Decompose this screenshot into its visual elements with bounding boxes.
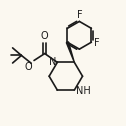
Text: F: F [77, 10, 82, 20]
Polygon shape [66, 42, 74, 62]
Text: O: O [41, 31, 49, 41]
Text: F: F [94, 38, 100, 48]
Text: NH: NH [76, 86, 91, 96]
Text: O: O [25, 62, 33, 72]
Text: N: N [49, 57, 56, 67]
